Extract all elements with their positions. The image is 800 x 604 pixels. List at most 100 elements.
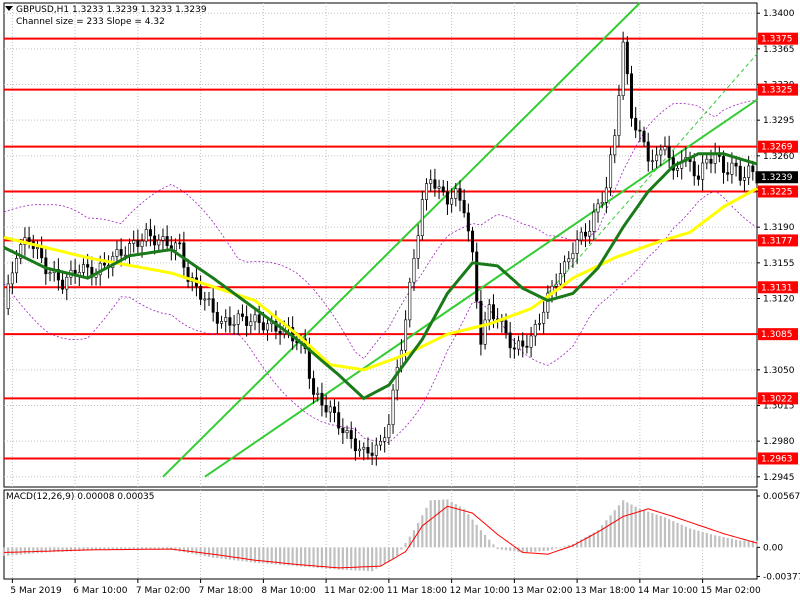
macd-bar — [433, 500, 436, 548]
bull-candle — [383, 437, 387, 442]
bear-candle — [215, 312, 219, 324]
y-tick-label: 1.3050 — [763, 366, 795, 376]
bear-candle — [240, 313, 244, 317]
macd-bar — [417, 522, 420, 548]
bear-candle — [199, 285, 203, 300]
channel — [162, 2, 758, 478]
bear-candle — [475, 251, 479, 302]
bull-candle — [412, 258, 416, 283]
bear-candle — [462, 200, 466, 214]
macd-bar — [329, 547, 332, 569]
bull-candle — [224, 317, 228, 322]
macd-bar — [609, 515, 612, 548]
macd-bar — [212, 547, 215, 558]
macd-bar — [115, 547, 119, 550]
macd-bar — [279, 547, 282, 565]
macd-bar — [241, 547, 244, 562]
level-label: 1.3085 — [761, 330, 793, 340]
bull-candle — [203, 298, 207, 301]
bear-candle — [583, 231, 587, 237]
bear-candle — [525, 345, 529, 348]
bear-candle — [709, 158, 713, 164]
bull-candle — [98, 262, 102, 276]
macd-bar — [634, 506, 637, 548]
macd-bar — [454, 504, 457, 548]
macd-bar — [7, 547, 10, 556]
bull-candle — [571, 253, 575, 260]
bull-candle — [345, 430, 349, 434]
price-frame — [3, 2, 758, 488]
level-label: 1.2963 — [761, 454, 793, 464]
bull-candle — [391, 389, 395, 425]
macd-bar — [270, 547, 273, 565]
x-tick-label: 5 Mar 2019 — [10, 586, 62, 596]
bull-candle — [596, 203, 600, 213]
macd-bar — [684, 526, 687, 548]
macd-bar — [479, 530, 482, 548]
macd-bar — [94, 547, 98, 551]
macd-bar — [107, 547, 110, 550]
macd-bar — [224, 547, 227, 560]
macd-bar — [69, 547, 73, 552]
macd-tick-label: 0.00 — [763, 543, 783, 553]
y-tick-label: 1.3365 — [763, 45, 795, 55]
macd-bar — [647, 511, 650, 548]
macd-bar — [350, 547, 353, 571]
bear-candle — [119, 249, 123, 256]
macd-bar — [509, 547, 512, 551]
bear-candle — [332, 406, 336, 413]
band-upper — [3, 100, 758, 360]
bear-candle — [257, 314, 261, 323]
macd-bar — [743, 540, 746, 548]
bull-candle — [655, 154, 659, 162]
bull-candle — [10, 272, 14, 285]
macd-bar — [174, 547, 177, 551]
macd-bar — [78, 547, 81, 552]
bear-candle — [466, 212, 470, 232]
macd-bar — [182, 547, 185, 553]
macd-bar — [739, 540, 742, 548]
bull-candle — [387, 424, 391, 439]
bull-candle — [48, 272, 52, 275]
macd-bar — [396, 547, 399, 556]
macd-bar — [567, 545, 570, 548]
bull-candle — [546, 292, 550, 313]
macd-bar — [11, 547, 14, 556]
down-triangle-icon — [5, 6, 13, 11]
level-label: 1.3177 — [761, 236, 793, 246]
bear-candle — [734, 162, 738, 167]
bear-candle — [324, 404, 328, 413]
bear-candle — [27, 237, 31, 242]
bull-candle — [161, 236, 165, 241]
macd-bar — [15, 547, 18, 555]
macd-bar — [446, 499, 449, 548]
macd-bar — [500, 547, 503, 550]
bull-candle — [542, 311, 546, 324]
macd-bar — [400, 547, 403, 550]
macd-bar — [659, 515, 662, 548]
macd-bar — [387, 547, 390, 562]
bull-candle — [600, 201, 604, 205]
bull-candle — [232, 324, 236, 326]
macd-bar — [538, 547, 541, 552]
macd-bar — [371, 547, 374, 572]
bull-candle — [563, 261, 567, 274]
bear-candle — [307, 348, 311, 379]
macd-bar — [555, 547, 558, 549]
bull-candle — [450, 198, 454, 205]
macd-bar — [266, 547, 269, 564]
macd-bar — [362, 547, 365, 571]
macd-bar — [483, 534, 487, 548]
level-label-bg — [758, 392, 798, 405]
bull-candle — [663, 146, 667, 151]
current-price-label: 1.3239 — [761, 173, 793, 183]
level-label: 1.3131 — [761, 283, 793, 293]
bull-candle — [701, 162, 705, 180]
macd-bar — [249, 547, 252, 563]
bear-candle — [136, 240, 140, 247]
bear-candle — [312, 378, 316, 395]
ma-fast-line — [3, 152, 758, 401]
x-tick-label: 15 Mar 02:00 — [701, 586, 761, 596]
macd-bar — [86, 547, 89, 551]
